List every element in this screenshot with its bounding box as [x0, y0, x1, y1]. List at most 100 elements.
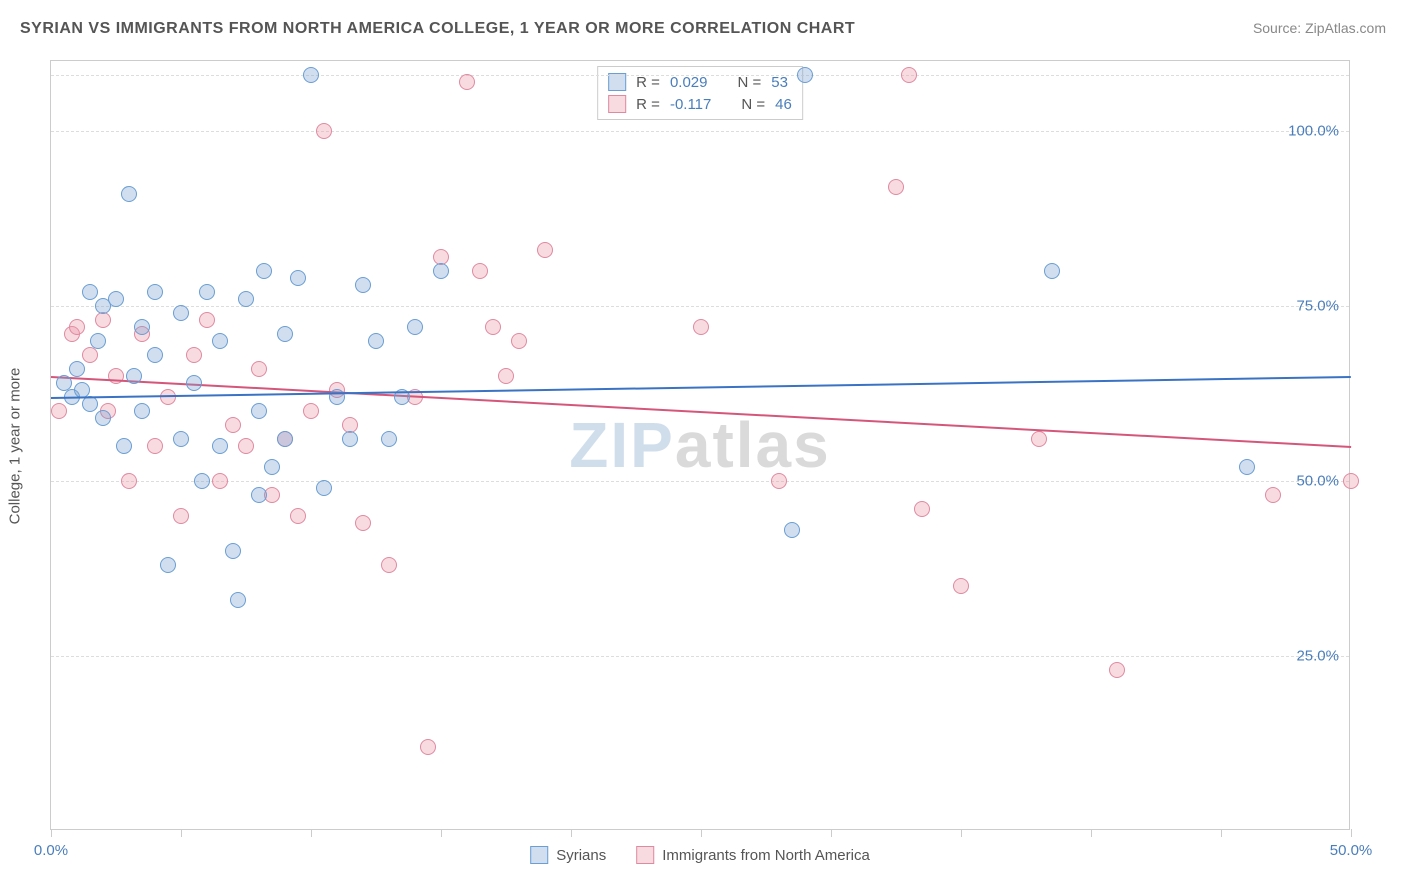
data-point-syrians: [355, 277, 371, 293]
data-point-immigrants: [914, 501, 930, 517]
data-point-immigrants: [693, 319, 709, 335]
data-point-syrians: [199, 284, 215, 300]
data-point-syrians: [134, 403, 150, 419]
y-axis-label: College, 1 year or more: [7, 368, 24, 525]
data-point-syrians: [194, 473, 210, 489]
gridline-h: [51, 131, 1349, 132]
data-point-syrians: [797, 67, 813, 83]
data-point-syrians: [173, 305, 189, 321]
data-point-immigrants: [121, 473, 137, 489]
y-tick-label: 100.0%: [1288, 123, 1339, 140]
x-tick: [441, 829, 442, 837]
data-point-syrians: [251, 487, 267, 503]
data-point-immigrants: [771, 473, 787, 489]
y-tick-label: 25.0%: [1296, 648, 1339, 665]
data-point-immigrants: [173, 508, 189, 524]
legend-label-immigrants: Immigrants from North America: [662, 847, 870, 864]
gridline-h: [51, 656, 1349, 657]
data-point-syrians: [1044, 263, 1060, 279]
data-point-syrians: [277, 431, 293, 447]
x-tick: [701, 829, 702, 837]
data-point-immigrants: [290, 508, 306, 524]
r-label: R =: [636, 74, 660, 91]
x-tick: [831, 829, 832, 837]
data-point-immigrants: [238, 438, 254, 454]
data-point-syrians: [368, 333, 384, 349]
legend-item-immigrants: Immigrants from North America: [636, 846, 870, 864]
data-point-syrians: [1239, 459, 1255, 475]
data-point-syrians: [212, 333, 228, 349]
data-point-immigrants: [355, 515, 371, 531]
data-point-immigrants: [1265, 487, 1281, 503]
data-point-immigrants: [420, 739, 436, 755]
watermark: ZIPatlas: [569, 408, 830, 482]
swatch-syrians-bottom: [530, 846, 548, 864]
swatch-immigrants-bottom: [636, 846, 654, 864]
x-tick: [1221, 829, 1222, 837]
data-point-syrians: [90, 333, 106, 349]
data-point-syrians: [134, 319, 150, 335]
data-point-immigrants: [537, 242, 553, 258]
n-label: N =: [737, 74, 761, 91]
y-tick-label: 50.0%: [1296, 473, 1339, 490]
watermark-atlas: atlas: [675, 409, 831, 481]
data-point-syrians: [186, 375, 202, 391]
data-point-syrians: [82, 284, 98, 300]
data-point-syrians: [433, 263, 449, 279]
x-tick-label: 50.0%: [1330, 842, 1373, 859]
x-tick-label: 0.0%: [34, 842, 68, 859]
data-point-syrians: [126, 368, 142, 384]
data-point-immigrants: [901, 67, 917, 83]
data-point-syrians: [230, 592, 246, 608]
watermark-zip: ZIP: [569, 409, 675, 481]
data-point-immigrants: [1109, 662, 1125, 678]
data-point-syrians: [173, 431, 189, 447]
chart-title: SYRIAN VS IMMIGRANTS FROM NORTH AMERICA …: [20, 20, 855, 38]
x-tick: [1091, 829, 1092, 837]
data-point-syrians: [381, 431, 397, 447]
data-point-syrians: [407, 319, 423, 335]
data-point-immigrants: [498, 368, 514, 384]
data-point-syrians: [147, 347, 163, 363]
r-label-2: R =: [636, 96, 660, 113]
data-point-immigrants: [251, 361, 267, 377]
gridline-h: [51, 75, 1349, 76]
data-point-syrians: [121, 186, 137, 202]
x-tick: [311, 829, 312, 837]
data-point-immigrants: [51, 403, 67, 419]
n-label-2: N =: [741, 96, 765, 113]
x-tick: [51, 829, 52, 837]
data-point-syrians: [256, 263, 272, 279]
data-point-syrians: [212, 438, 228, 454]
data-point-syrians: [784, 522, 800, 538]
data-point-immigrants: [147, 438, 163, 454]
data-point-immigrants: [888, 179, 904, 195]
data-point-immigrants: [69, 319, 85, 335]
data-point-immigrants: [212, 473, 228, 489]
x-tick: [571, 829, 572, 837]
data-point-syrians: [316, 480, 332, 496]
data-point-immigrants: [316, 123, 332, 139]
data-point-syrians: [277, 326, 293, 342]
data-point-syrians: [147, 284, 163, 300]
data-point-immigrants: [459, 74, 475, 90]
data-point-syrians: [116, 438, 132, 454]
x-tick: [181, 829, 182, 837]
data-point-immigrants: [381, 557, 397, 573]
data-point-syrians: [238, 291, 254, 307]
data-point-immigrants: [186, 347, 202, 363]
r-value-syrians: 0.029: [670, 74, 708, 91]
data-point-immigrants: [95, 312, 111, 328]
data-point-syrians: [290, 270, 306, 286]
n-value-immigrants: 46: [775, 96, 792, 113]
n-value-syrians: 53: [771, 74, 788, 91]
swatch-immigrants: [608, 95, 626, 113]
data-point-immigrants: [511, 333, 527, 349]
data-point-syrians: [160, 557, 176, 573]
data-point-syrians: [225, 543, 241, 559]
data-point-immigrants: [472, 263, 488, 279]
data-point-immigrants: [225, 417, 241, 433]
data-point-immigrants: [199, 312, 215, 328]
gridline-h: [51, 481, 1349, 482]
data-point-syrians: [264, 459, 280, 475]
